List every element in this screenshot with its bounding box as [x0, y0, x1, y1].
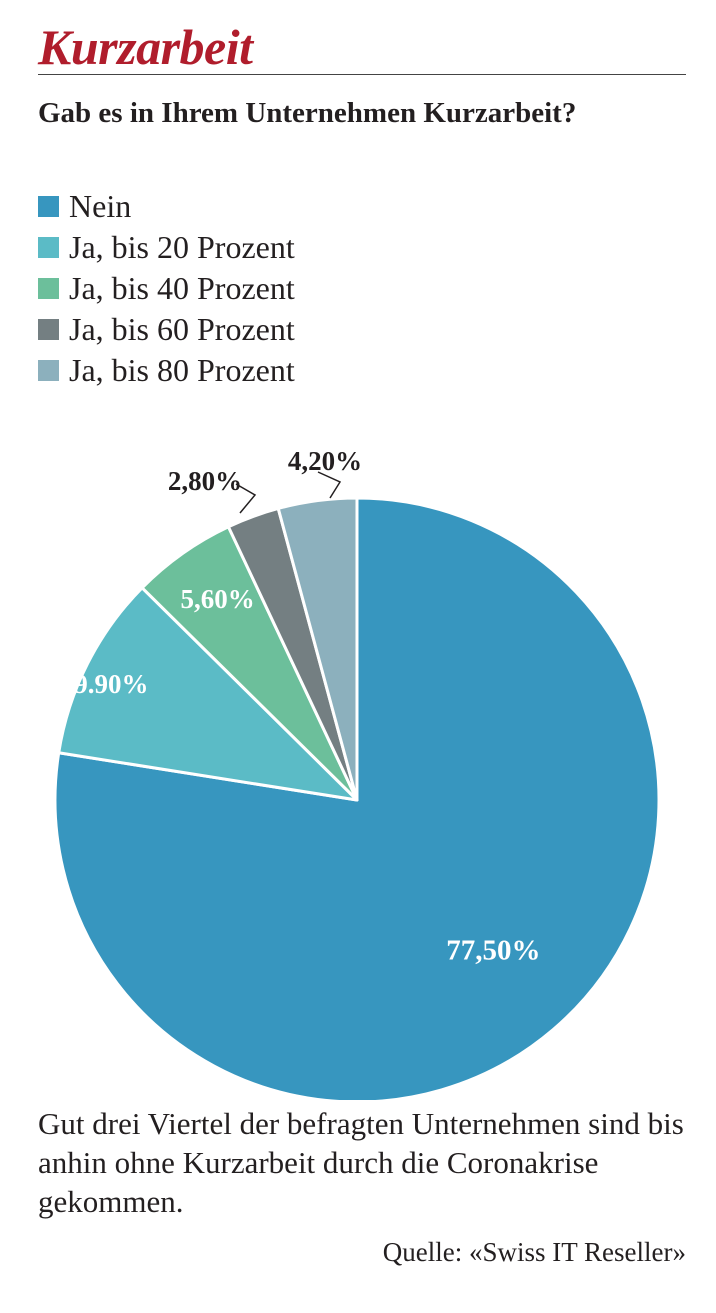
legend-label: Ja, bis 80 Prozent — [69, 352, 295, 388]
slice-ja-20 — [57, 586, 359, 802]
legend-item-ja-20: Ja, bis 20 Prozent — [38, 227, 295, 268]
chart-source: Quelle: «Swiss IT Reseller» — [382, 1237, 686, 1267]
legend-item-nein: Nein — [38, 186, 295, 227]
legend-swatch — [38, 360, 59, 381]
data-label: 9.90% — [74, 669, 148, 699]
label-leader-line — [235, 483, 257, 514]
chart-question: Gab es in Ihrem Unternehmen Kurzarbeit? — [38, 97, 577, 129]
legend-swatch — [38, 319, 59, 340]
chart-legend: Nein Ja, bis 20 Prozent Ja, bis 40 Proze… — [38, 186, 295, 391]
legend-item-ja-60: Ja, bis 60 Prozent — [38, 309, 295, 350]
data-label: 4,20% — [288, 446, 362, 476]
title-rule — [38, 74, 686, 75]
legend-label: Ja, bis 40 Prozent — [69, 270, 295, 306]
data-label: 5,60% — [180, 584, 254, 614]
label-leader-line — [317, 471, 342, 499]
kicker-title: Kurzarbeit — [38, 19, 253, 75]
legend-swatch — [38, 237, 59, 258]
legend-item-ja-40: Ja, bis 40 Prozent — [38, 268, 295, 309]
pie-chart: 77,50% 9.90% 5,60% 2,80% 4,20% — [53, 446, 661, 1100]
data-label: 2,80% — [168, 466, 242, 496]
legend-item-ja-80: Ja, bis 80 Prozent — [38, 350, 295, 391]
chart-caption: Gut drei Viertel der befragten Unternehm… — [38, 1106, 684, 1219]
legend-label: Ja, bis 60 Prozent — [69, 311, 295, 347]
legend-swatch — [38, 278, 59, 299]
slice-ja-80 — [276, 496, 359, 802]
legend-label: Nein — [69, 188, 132, 224]
data-label: 77,50% — [446, 935, 540, 967]
legend-swatch — [38, 196, 59, 217]
legend-label: Ja, bis 20 Prozent — [69, 229, 295, 265]
